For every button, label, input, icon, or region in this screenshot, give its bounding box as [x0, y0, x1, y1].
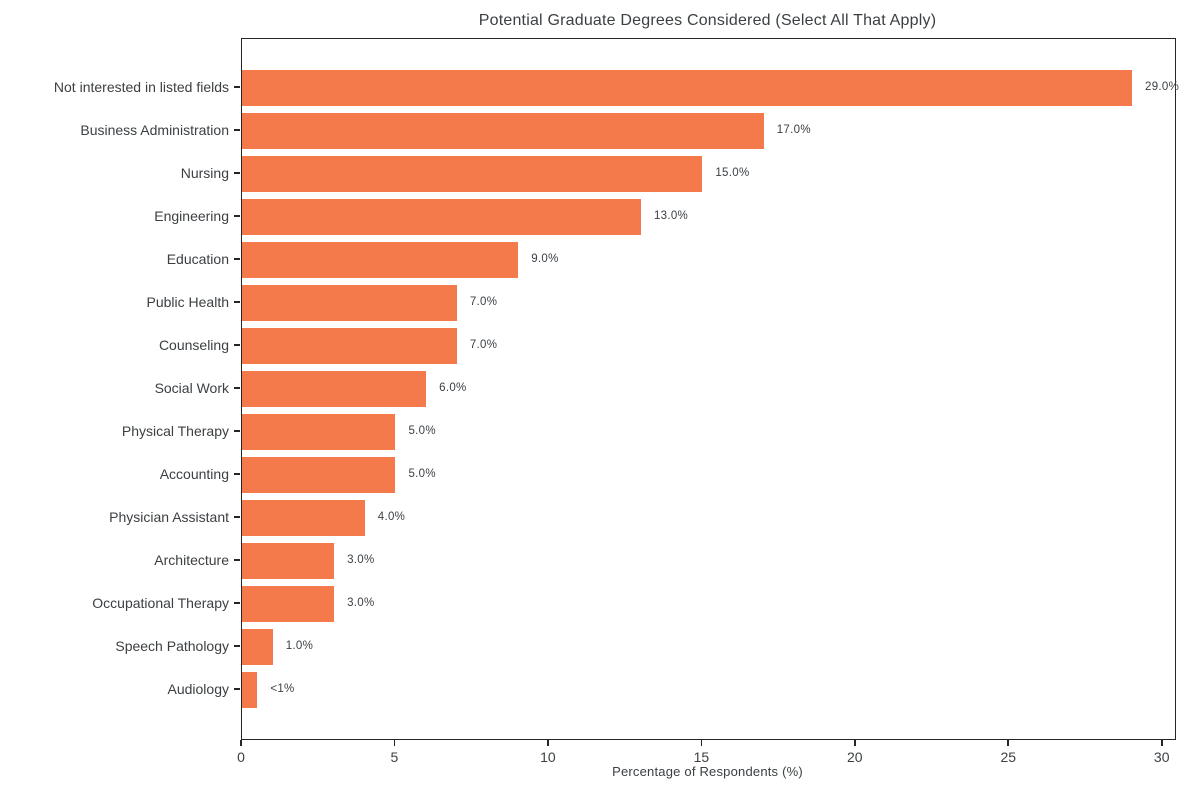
bar-nursing — [242, 156, 703, 192]
bar-education — [242, 242, 519, 278]
x-tick-mark — [393, 739, 396, 746]
chart-title: Potential Graduate Degrees Considered (S… — [478, 12, 937, 29]
bar-occupational-therapy — [242, 586, 335, 622]
value-label: 7.0% — [469, 296, 498, 308]
category-label: Architecture — [154, 552, 229, 568]
value-label: 5.0% — [408, 468, 436, 480]
plot-area — [241, 38, 1176, 740]
y-tick-mark — [234, 86, 240, 88]
y-tick-mark — [234, 215, 240, 217]
x-tick-label: 10 — [540, 749, 556, 765]
category-label: Engineering — [154, 208, 229, 224]
bar-public-health — [242, 285, 457, 321]
bar-not-interested-in-listed-fields — [242, 70, 1133, 106]
y-tick-mark — [234, 688, 240, 690]
value-label: 3.0% — [347, 554, 375, 566]
bar-physical-therapy — [242, 414, 396, 450]
value-label: 1.0% — [285, 640, 314, 652]
category-label: Speech Pathology — [115, 638, 229, 654]
value-label: 4.0% — [377, 511, 406, 523]
x-tick-label: 30 — [1153, 749, 1170, 765]
x-tick-mark — [1160, 739, 1163, 746]
y-tick-mark — [234, 430, 240, 432]
value-label: 5.0% — [408, 425, 436, 437]
x-tick-label: 20 — [847, 749, 863, 765]
bar-architecture — [242, 543, 335, 579]
x-tick-mark — [854, 739, 856, 746]
x-tick-mark — [240, 739, 242, 746]
y-tick-mark — [234, 387, 240, 389]
y-tick-mark — [234, 473, 240, 475]
x-tick-label: 0 — [237, 749, 245, 765]
value-label: 29.0% — [1145, 81, 1180, 93]
category-label: Public Health — [146, 294, 230, 310]
y-tick-mark — [234, 129, 240, 131]
category-label: Business Administration — [80, 122, 229, 138]
value-label: 3.0% — [347, 597, 375, 609]
value-label: 9.0% — [531, 253, 559, 265]
x-axis-label: Percentage of Respondents (%) — [612, 764, 803, 779]
category-label: Social Work — [154, 380, 229, 396]
bar-social-work — [242, 371, 427, 407]
value-label: 13.0% — [653, 210, 689, 222]
bar-audiology — [242, 672, 258, 708]
category-label: Physical Therapy — [121, 423, 229, 439]
y-tick-mark — [234, 559, 240, 561]
bar-counseling — [242, 328, 457, 364]
x-tick-label: 25 — [1000, 749, 1017, 765]
category-label: Accounting — [159, 466, 229, 482]
y-tick-mark — [234, 344, 240, 346]
y-tick-mark — [234, 645, 240, 647]
x-tick-mark — [547, 739, 549, 746]
y-tick-mark — [234, 301, 240, 303]
y-tick-mark — [234, 258, 240, 260]
category-label: Physician Assistant — [109, 509, 229, 525]
y-tick-mark — [234, 602, 240, 604]
bar-business-administration — [242, 113, 764, 149]
bar-accounting — [242, 457, 396, 493]
x-tick-label: 5 — [390, 749, 399, 765]
bar-engineering — [242, 199, 641, 235]
value-label: 15.0% — [715, 167, 750, 179]
value-label: 17.0% — [776, 124, 811, 136]
x-tick-mark — [700, 739, 703, 746]
category-label: Audiology — [167, 681, 230, 697]
category-label: Not interested in listed fields — [53, 79, 229, 95]
category-label: Nursing — [180, 165, 229, 181]
y-tick-mark — [234, 516, 240, 518]
category-label: Counseling — [158, 337, 229, 353]
x-tick-mark — [1007, 739, 1010, 746]
category-label: Education — [166, 251, 229, 267]
bar-physician-assistant — [242, 500, 365, 536]
y-tick-mark — [234, 172, 240, 174]
bar-speech-pathology — [242, 629, 273, 665]
value-label: 7.0% — [469, 339, 498, 351]
value-label: <1% — [270, 683, 295, 695]
category-label: Occupational Therapy — [92, 595, 229, 611]
value-label: 6.0% — [439, 382, 467, 394]
x-tick-label: 15 — [693, 749, 710, 765]
